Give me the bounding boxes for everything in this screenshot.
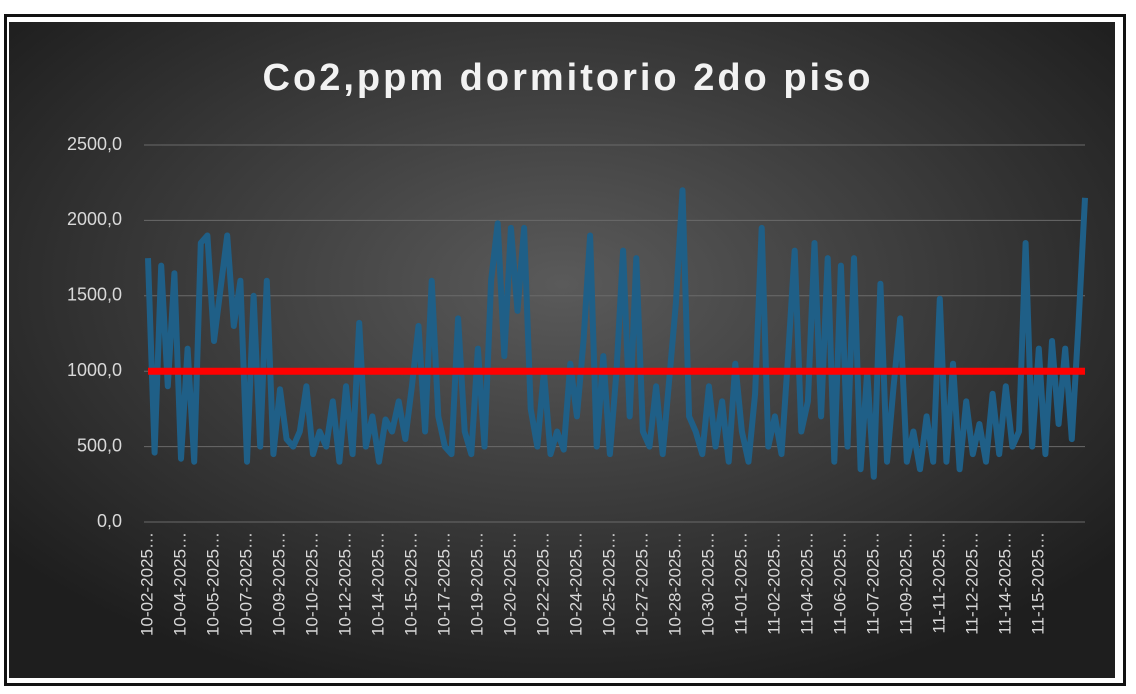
x-tick-label: 11-07-2025… — [863, 532, 882, 635]
x-tick-label: 10-17-2025… — [434, 532, 453, 636]
y-tick-label: 0,0 — [97, 511, 122, 531]
x-tick-label: 10-05-2025… — [203, 532, 222, 636]
y-tick-label: 2500,0 — [67, 134, 122, 154]
chart-title: Co2,ppm dormitorio 2do piso — [263, 57, 874, 99]
y-tick-label: 1500,0 — [67, 285, 122, 305]
x-tick-label: 11-02-2025… — [764, 532, 783, 635]
x-tick-label: 10-02-2025… — [137, 532, 156, 636]
x-tick-label: 11-12-2025… — [962, 532, 981, 635]
x-tick-label: 10-30-2025… — [698, 532, 717, 636]
x-tick-label: 11-11-2025… — [929, 532, 948, 633]
x-tick-label: 11-04-2025… — [797, 532, 816, 635]
y-tick-label: 500,0 — [77, 435, 122, 455]
frame — [4, 14, 1126, 686]
x-tick-label: 10-10-2025… — [302, 532, 321, 636]
x-tick-label: 11-09-2025… — [896, 532, 915, 635]
x-tick-label: 10-04-2025… — [170, 532, 189, 636]
y-tick-label: 1000,0 — [67, 360, 122, 380]
x-tick-label: 10-14-2025… — [368, 532, 387, 636]
x-tick-label: 11-01-2025… — [731, 532, 750, 635]
x-tick-label: 10-12-2025… — [335, 532, 354, 636]
chart: Co2,ppm dormitorio 2do piso 0,0 500,0 1000… — [9, 22, 1115, 678]
x-tick-label: 11-15-2025… — [1028, 532, 1047, 635]
x-tick-label: 10-07-2025… — [236, 532, 255, 636]
y-tick-label: 2000,0 — [67, 209, 122, 229]
x-tick-label: 10-28-2025… — [665, 532, 684, 636]
x-tick-label: 10-09-2025… — [269, 532, 288, 636]
x-tick-label: 11-14-2025… — [995, 532, 1014, 635]
x-tick-label: 10-20-2025… — [500, 532, 519, 636]
x-tick-label: 10-15-2025… — [401, 532, 420, 636]
x-tick-label: 11-06-2025… — [830, 532, 849, 635]
x-tick-label: 10-19-2025… — [467, 532, 486, 636]
x-tick-label: 10-27-2025… — [632, 532, 651, 636]
x-tick-label: 10-25-2025… — [599, 532, 618, 636]
x-tick-label: 10-24-2025… — [566, 532, 585, 636]
x-tick-label: 10-22-2025… — [533, 532, 552, 636]
chart-background — [9, 22, 1115, 678]
